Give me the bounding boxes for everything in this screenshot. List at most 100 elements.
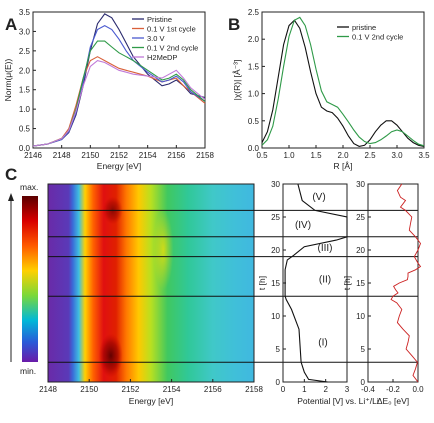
stage-region-label: (V): [312, 192, 325, 203]
y-tick-label: 0.0: [248, 144, 260, 153]
x-tick-label: 2154: [163, 385, 181, 394]
y-tick-label: 10: [356, 312, 365, 321]
series-line-1: [261, 16, 425, 147]
stage-region-label: (II): [319, 275, 331, 286]
x-tick-label: 1.5: [310, 151, 322, 160]
panel-b-exafs-chart: 0.5 1.0 1.5 2.0 2.5 3.0 3.50.00.51.01.52.02.5R…: [232, 8, 430, 171]
panel-c-edge-shift-chart: -0.4 -0.2 0.0 0 5 10 15 20 25 30 t [h] ΔE₀ [eV]: [342, 180, 424, 406]
y-tick-label: 0.0: [19, 144, 31, 153]
x-tick-label: 2152: [110, 151, 128, 160]
y-axis-label: t [h]: [257, 276, 267, 290]
x-tick-label: 2.0: [337, 151, 349, 160]
x-tick-label: 2148: [39, 385, 57, 394]
legend-entry: 0.1 V 2nd cycle: [147, 44, 198, 53]
y-tick-label: 1.5: [19, 86, 31, 95]
x-tick-label: 2154: [139, 151, 157, 160]
legend-entry: pristine: [352, 23, 376, 32]
x-axis-label: ΔE₀ [eV]: [377, 396, 409, 406]
legend-entry: 0.1 V 1st cycle: [147, 25, 196, 34]
colorbar-max-label: max.: [20, 182, 38, 192]
y-tick-label: 0: [361, 378, 366, 387]
x-tick-label: 1: [302, 385, 307, 394]
y-tick-label: 2.0: [248, 35, 260, 44]
series-line-4: [32, 59, 206, 147]
y-tick-label: 5: [276, 345, 281, 354]
stage-region-label: (III): [318, 243, 333, 254]
x-tick-label: 2158: [245, 385, 263, 394]
colorbar-arrow-head: [8, 193, 14, 201]
stage-region-label: (I): [318, 337, 327, 348]
x-axis-label: Energy [eV]: [97, 161, 141, 171]
y-tick-label: 3.0: [19, 27, 31, 36]
panel-a-xanes-chart: 2146 2148 2150 2152 2154 2156 2158 0.0 0.5 1.0 1.5…: [3, 8, 214, 171]
y-tick-label: 1.5: [248, 62, 260, 71]
stage-region-label: (IV): [295, 220, 311, 231]
y-tick-label: 2.0: [19, 66, 31, 75]
heatmap-frame: [47, 183, 255, 383]
heatmap-warm-band: [153, 210, 174, 290]
y-tick-label: 30: [356, 180, 365, 189]
x-tick-label: 0.5: [256, 151, 268, 160]
y-tick-label: 2.5: [19, 47, 31, 56]
x-tick-label: 2.5: [364, 151, 376, 160]
x-tick-label: 2152: [122, 385, 140, 394]
x-tick-label: 3.5: [418, 151, 430, 160]
x-tick-label: -0.4: [361, 385, 375, 394]
y-tick-label: 0.5: [248, 117, 260, 126]
panel-label-b: B: [228, 15, 240, 34]
y-tick-label: 15: [271, 279, 280, 288]
legend-entry: Pristine: [147, 15, 172, 24]
series-line-1: [32, 56, 206, 147]
y-tick-label: 30: [271, 180, 280, 189]
x-tick-label: 3: [345, 385, 350, 394]
x-tick-label: 2158: [196, 151, 214, 160]
y-tick-label: 2.5: [248, 8, 260, 17]
y-tick-label: 5: [361, 345, 366, 354]
series-line-3: [32, 40, 206, 147]
y-tick-label: 25: [271, 213, 280, 222]
series-line-0: [32, 13, 206, 147]
x-tick-label: 2: [323, 385, 328, 394]
y-tick-label: 1.0: [19, 105, 31, 114]
legend-entry: H2MeDP: [147, 53, 177, 62]
y-tick-label: 3.5: [19, 8, 31, 17]
x-axis-label: Energy [eV]: [129, 396, 173, 406]
heatmap-hotspot: [98, 333, 123, 378]
y-tick-label: 20: [271, 246, 280, 255]
x-tick-label: 0.0: [412, 385, 424, 394]
colorbar-min-label: min.: [20, 366, 36, 376]
y-tick-label: 0.5: [19, 125, 31, 134]
potential-frame: [282, 183, 348, 383]
series-line-0: [261, 19, 425, 147]
x-tick-label: 1.0: [283, 151, 295, 160]
x-tick-label: 3.0: [391, 151, 403, 160]
edge-shift-frame: [367, 183, 419, 383]
y-tick-label: 20: [356, 246, 365, 255]
legend-entry: 0.1 V 2nd cycle: [352, 33, 403, 42]
legend-entry: 3.0 V: [147, 34, 165, 43]
x-tick-label: 2150: [81, 151, 99, 160]
edge-shift-line: [390, 183, 422, 383]
colorbar: max. min.: [8, 182, 38, 376]
x-tick-label: 0: [281, 385, 286, 394]
y-axis-label: t [h]: [342, 276, 352, 290]
colorbar-gradient: [22, 196, 38, 362]
x-tick-label: 2156: [167, 151, 185, 160]
y-tick-label: 10: [271, 312, 280, 321]
y-tick-label: 25: [356, 213, 365, 222]
heatmap-intensity: [48, 184, 254, 382]
panel-label-c: C: [5, 165, 17, 184]
x-tick-label: -0.2: [386, 385, 400, 394]
potential-line: [284, 183, 348, 383]
y-tick-label: 15: [356, 279, 365, 288]
y-tick-label: 1.0: [248, 90, 260, 99]
x-tick-label: 2156: [204, 385, 222, 394]
y-tick-label: 0: [276, 378, 281, 387]
y-axis-label: |χ(R)| [Å⁻³]: [232, 60, 242, 101]
x-tick-label: 2150: [80, 385, 98, 394]
x-axis-label: R [Å]: [334, 161, 353, 171]
x-tick-label: 2146: [24, 151, 42, 160]
